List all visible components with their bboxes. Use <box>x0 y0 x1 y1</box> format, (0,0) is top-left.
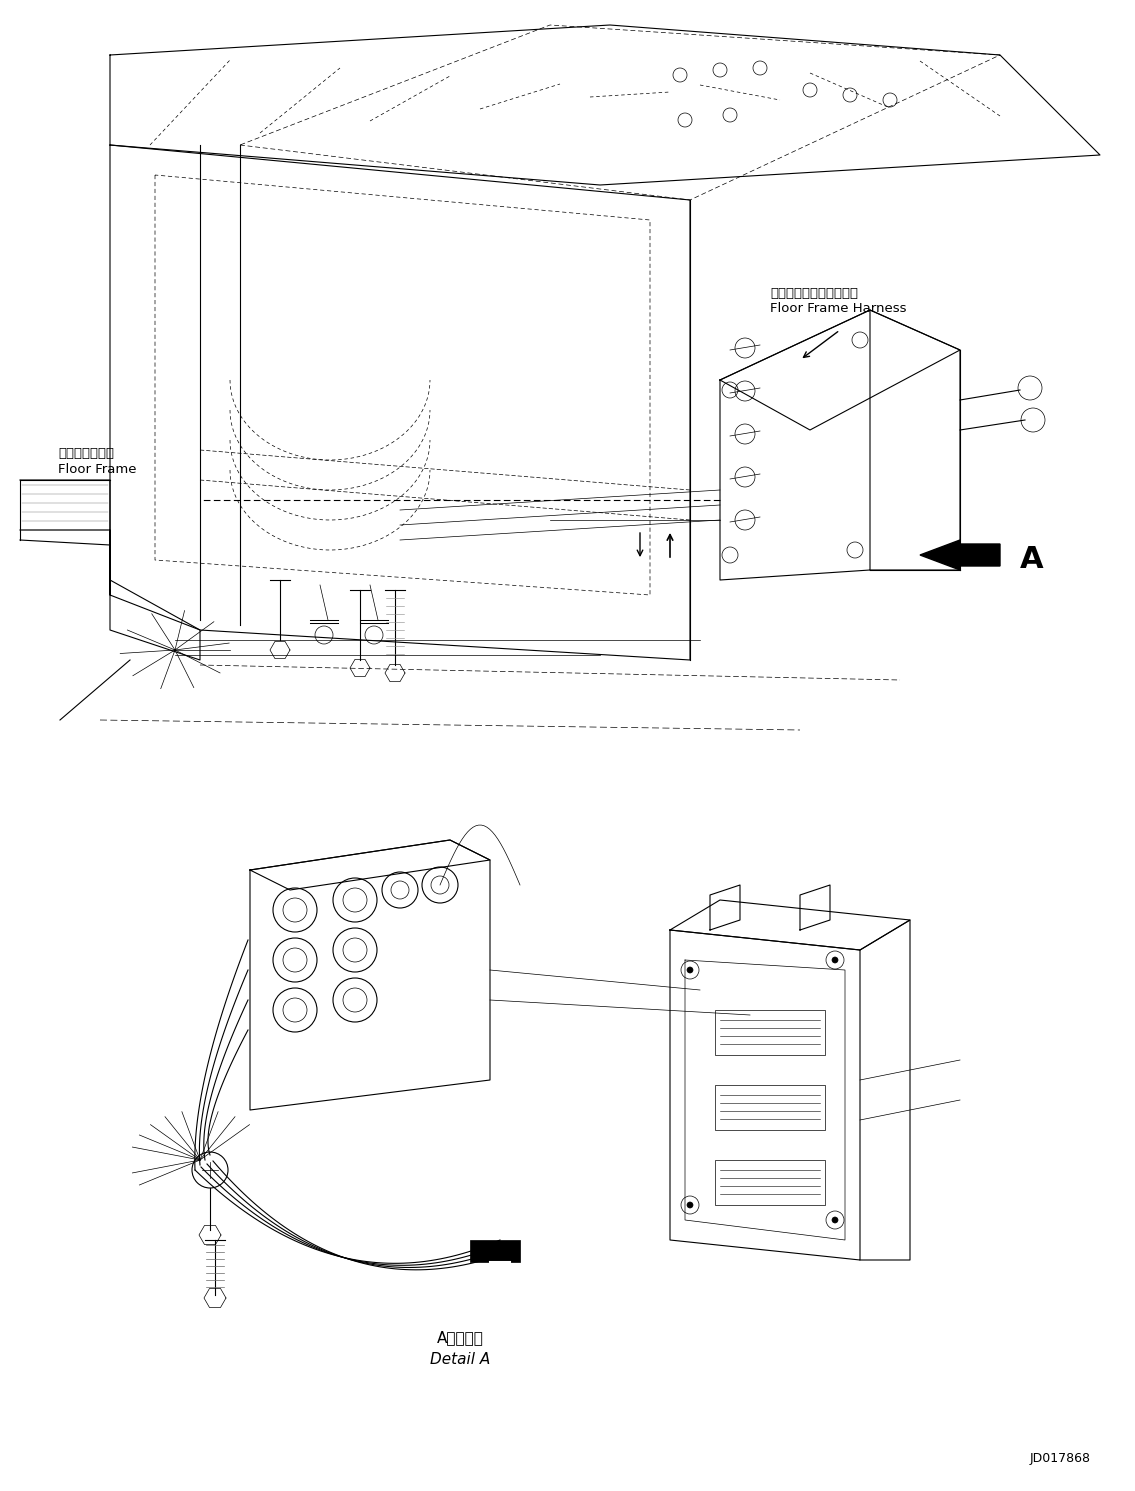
Bar <box>470 1241 520 1261</box>
Circle shape <box>687 968 693 974</box>
Text: Detail A: Detail A <box>430 1352 490 1367</box>
FancyArrow shape <box>920 540 1000 570</box>
Text: Floor Frame Harness: Floor Frame Harness <box>770 303 907 315</box>
Circle shape <box>832 1217 838 1223</box>
Text: フロアフレームハーネス: フロアフレームハーネス <box>770 286 858 300</box>
Circle shape <box>832 957 838 963</box>
Bar <box>715 1009 825 1056</box>
Text: Floor Frame: Floor Frame <box>58 464 136 476</box>
Text: JD017868: JD017868 <box>1029 1452 1091 1466</box>
Text: フロアフレーム: フロアフレーム <box>58 447 114 461</box>
Bar <box>715 1085 825 1130</box>
Bar <box>715 1160 825 1205</box>
Text: A　詳　細: A 詳 細 <box>437 1330 484 1345</box>
Text: A: A <box>1020 546 1043 574</box>
Circle shape <box>687 1202 693 1208</box>
